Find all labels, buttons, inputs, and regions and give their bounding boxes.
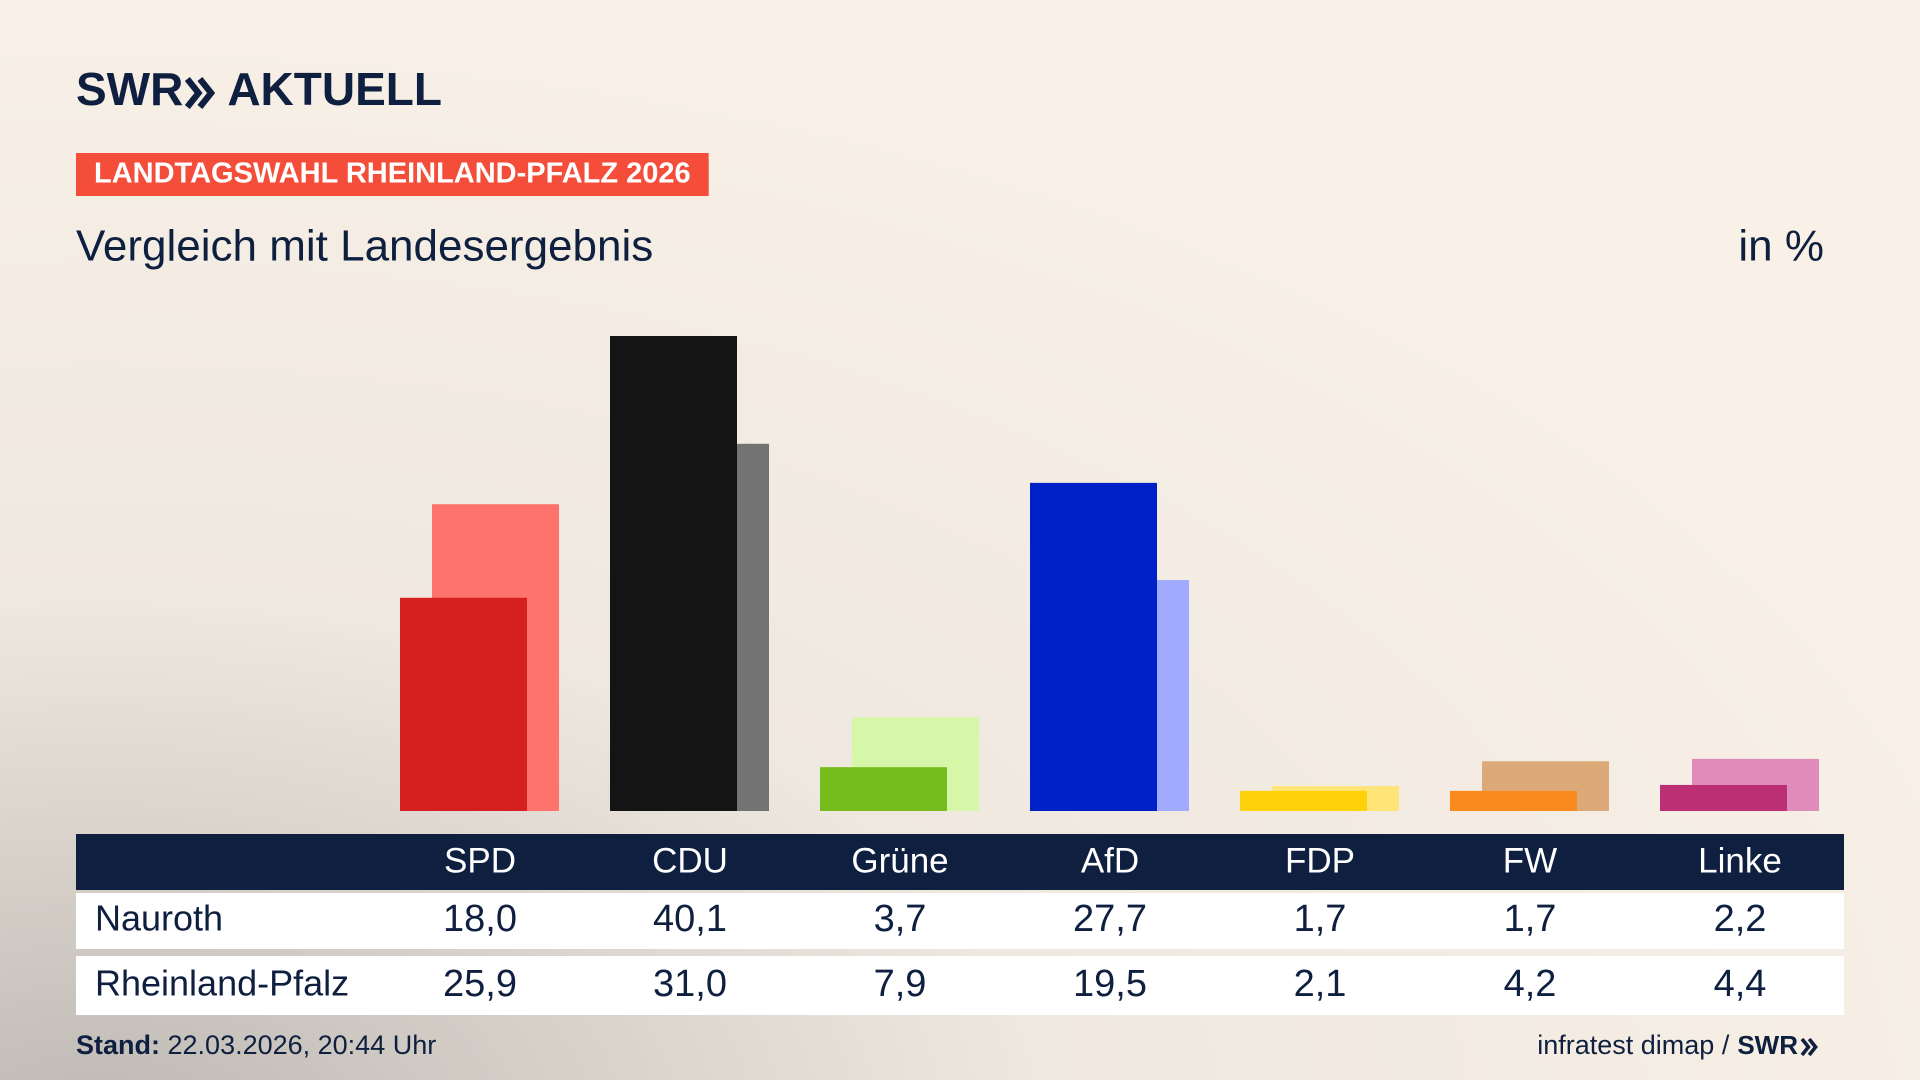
- table-value: 4,4: [1714, 963, 1767, 1005]
- table-value: 2,2: [1714, 898, 1767, 940]
- row-label: Nauroth: [95, 898, 223, 939]
- table-value: 25,9: [443, 963, 517, 1005]
- table-value: 1,7: [1504, 898, 1557, 940]
- table-value: 2,1: [1294, 963, 1347, 1005]
- bar: [1660, 784, 1787, 811]
- table-value: 27,7: [1073, 898, 1147, 940]
- table-value: 18,0: [443, 898, 517, 940]
- source: infratest dimap /: [1537, 1030, 1730, 1060]
- column-header: AfD: [1081, 841, 1139, 880]
- table-row: [76, 956, 1844, 1015]
- table-value: 1,7: [1294, 898, 1347, 940]
- kicker: LANDTAGSWAHL RHEINLAND-PFALZ 2026: [94, 158, 691, 190]
- bar: [1450, 790, 1577, 811]
- footer-label: Stand:: [76, 1030, 160, 1060]
- source-chevrons: [1800, 1037, 1818, 1057]
- column-header: FW: [1503, 841, 1557, 880]
- source-brand: SWR: [1737, 1030, 1798, 1060]
- row-label: Rheinland-Pfalz: [95, 963, 349, 1004]
- brand: SWR: [76, 63, 183, 115]
- footer-date: 22.03.2026, 20:44 Uhr: [168, 1030, 437, 1060]
- bar: [820, 767, 947, 811]
- chart-title: Vergleich mit Landesergebnis: [76, 222, 653, 271]
- table-value: 4,2: [1504, 963, 1557, 1005]
- bar: [1030, 482, 1157, 811]
- unit: in %: [1738, 222, 1824, 271]
- table-header: [76, 834, 1844, 890]
- table-value: 31,0: [653, 963, 727, 1005]
- table-value: 40,1: [653, 898, 727, 940]
- bar: [400, 597, 527, 811]
- bar: [1240, 790, 1367, 811]
- column-header: Grüne: [851, 841, 948, 880]
- footer: Stand: 22.03.2026, 20:44 Uhr: [76, 1030, 436, 1060]
- column-header: SPD: [444, 841, 516, 880]
- table-row: [76, 893, 1844, 949]
- kicker-box: [76, 153, 709, 196]
- table-value: 3,7: [874, 898, 927, 940]
- table-value: 19,5: [1073, 963, 1147, 1005]
- table-value: 7,9: [874, 963, 927, 1005]
- column-header: Linke: [1698, 841, 1782, 880]
- brand-suffix: AKTUELL: [227, 63, 442, 115]
- column-header: CDU: [652, 841, 728, 880]
- brand-chevrons: [184, 77, 216, 109]
- column-header: FDP: [1285, 841, 1355, 880]
- bar: [610, 336, 737, 811]
